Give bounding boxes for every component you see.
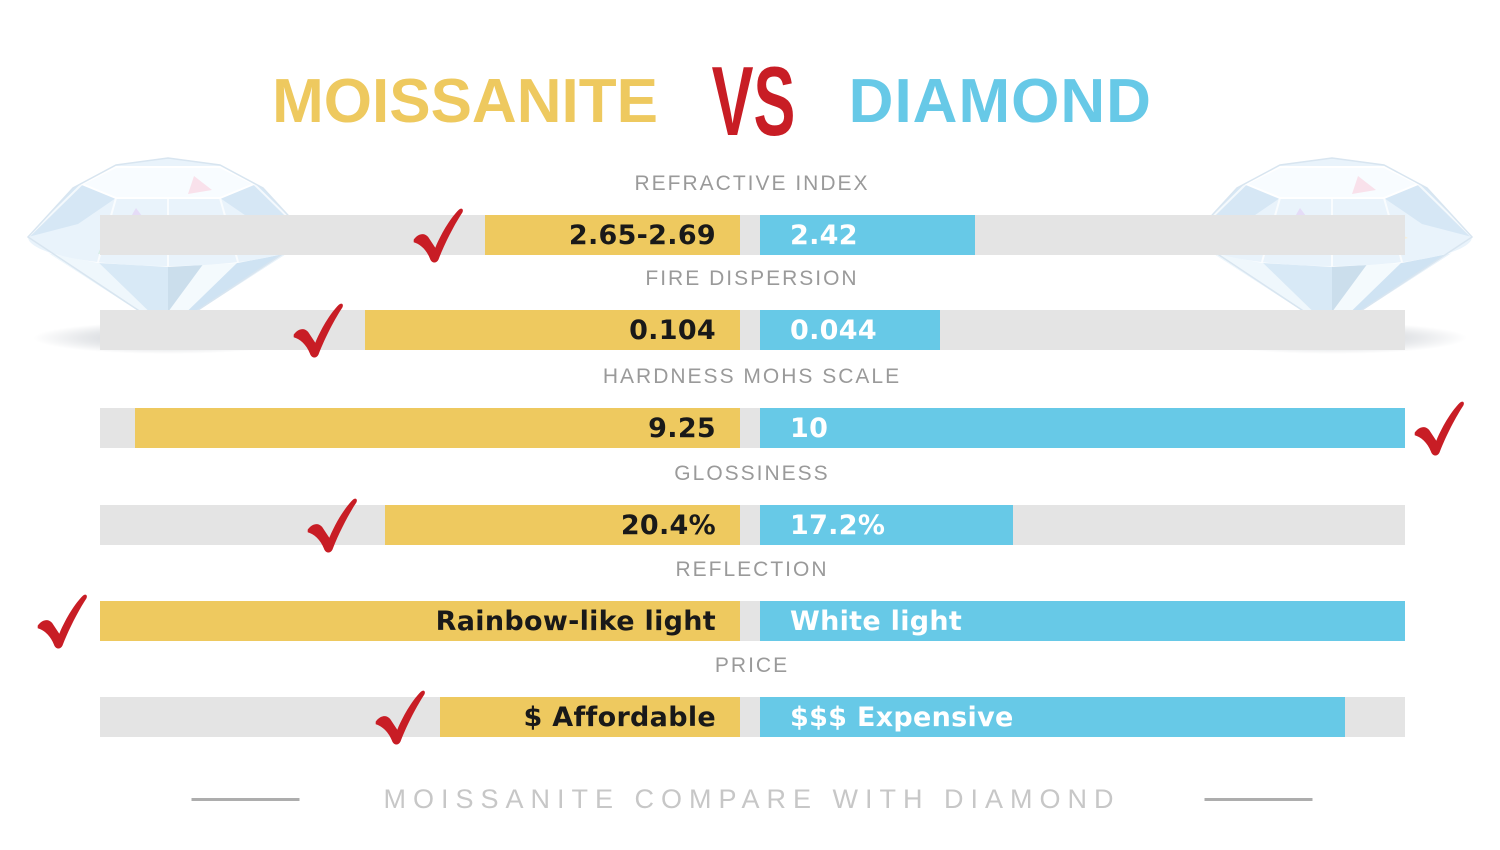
moissanite-bar: Rainbow-like light (100, 601, 740, 641)
comparison-row: FIRE DISPERSION 0.104 0.044 (0, 267, 1500, 358)
winner-check-icon (293, 303, 343, 358)
winner-check-icon (375, 690, 425, 745)
moissanite-value: 20.4% (620, 509, 716, 541)
footer-right-line (1204, 798, 1313, 801)
title-vs: VS (711, 46, 796, 156)
row-label: REFRACTIVE INDEX (634, 172, 870, 195)
row-label: FIRE DISPERSION (645, 267, 859, 290)
row-label: GLOSSINESS (674, 462, 830, 485)
row-label: HARDNESS MOHS SCALE (602, 365, 902, 388)
winner-check-icon (307, 498, 357, 553)
comparison-row: GLOSSINESS 20.4% 17.2% (0, 462, 1500, 553)
moissanite-bar: 2.65-2.69 (485, 215, 740, 255)
moissanite-value: Rainbow-like light (435, 605, 716, 637)
comparison-row: REFLECTION Rainbow-like light White ligh… (0, 558, 1500, 649)
title-moissanite: MOISSANITE (272, 66, 658, 136)
bar-track (100, 505, 1405, 545)
diamond-bar: 10 (760, 408, 1405, 448)
diamond-bar: 0.044 (760, 310, 940, 350)
footer-caption: MOISSANITE COMPARE WITH DIAMOND (383, 784, 1121, 814)
comparison-row: PRICE $ Affordable $$$ Expensive (0, 654, 1500, 745)
moissanite-value: 2.65-2.69 (568, 219, 716, 251)
moissanite-bar: 9.25 (135, 408, 740, 448)
diamond-bar: White light (760, 601, 1405, 641)
winner-check-icon (413, 208, 463, 263)
diamond-value: $$$ Expensive (790, 701, 1014, 733)
moissanite-gem-image (18, 140, 318, 360)
moissanite-bar: 0.104 (365, 310, 740, 350)
moissanite-value: 0.104 (629, 314, 716, 346)
footer-left-line (191, 798, 300, 801)
moissanite-bar: $ Affordable (440, 697, 740, 737)
diamond-value: 2.42 (790, 219, 858, 251)
diamond-bar: 17.2% (760, 505, 1013, 545)
diamond-bar: 2.42 (760, 215, 975, 255)
moissanite-value: 9.25 (648, 412, 716, 444)
bar-track (100, 215, 1405, 255)
moissanite-bar: 20.4% (385, 505, 740, 545)
diamond-value: 10 (790, 412, 829, 444)
diamond-value: 17.2% (790, 509, 886, 541)
winner-check-icon (37, 594, 87, 649)
comparison-row: HARDNESS MOHS SCALE 9.25 10 (0, 365, 1500, 456)
diamond-value: White light (790, 605, 963, 637)
footer: MOISSANITE COMPARE WITH DIAMOND (191, 784, 1313, 815)
moissanite-value: $ Affordable (523, 701, 716, 733)
row-label: PRICE (714, 654, 790, 677)
winner-check-icon (1414, 401, 1464, 456)
title-diamond: DIAMOND (848, 66, 1152, 136)
row-label: REFLECTION (675, 558, 829, 581)
comparison-row: REFRACTIVE INDEX 2.65-2.69 2.42 (0, 172, 1500, 263)
diamond-value: 0.044 (790, 314, 877, 346)
diamond-bar: $$$ Expensive (760, 697, 1345, 737)
page-title: MOISSANITE VS DIAMOND (272, 46, 1152, 156)
